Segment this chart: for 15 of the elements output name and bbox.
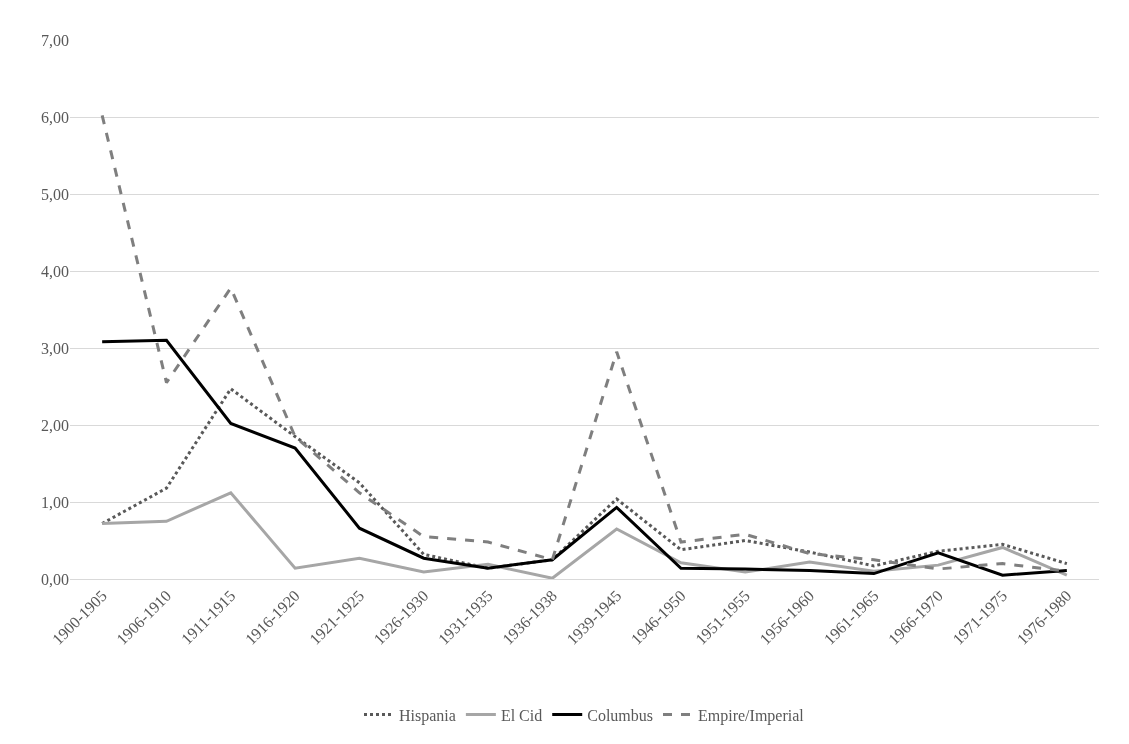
y-tick-label: 1,00	[41, 493, 69, 511]
y-tick-label: 2,00	[41, 416, 69, 434]
line-series	[100, 387, 1069, 570]
line-series	[100, 491, 1069, 579]
legend-label: Columbus	[587, 706, 654, 724]
legend-label: Hispania	[399, 706, 456, 725]
y-tick-label: 0,00	[41, 570, 69, 588]
legend-label: El Cid	[500, 706, 543, 724]
legend-label: Empire/Imperial	[698, 706, 805, 725]
y-tick-label: 7,00	[41, 31, 69, 49]
y-tick-label: 4,00	[41, 262, 69, 280]
y-tick-label: 6,00	[41, 108, 69, 126]
y-tick-label: 5,00	[41, 185, 69, 203]
y-tick-label: 3,00	[41, 339, 69, 357]
line-series	[100, 338, 1069, 577]
